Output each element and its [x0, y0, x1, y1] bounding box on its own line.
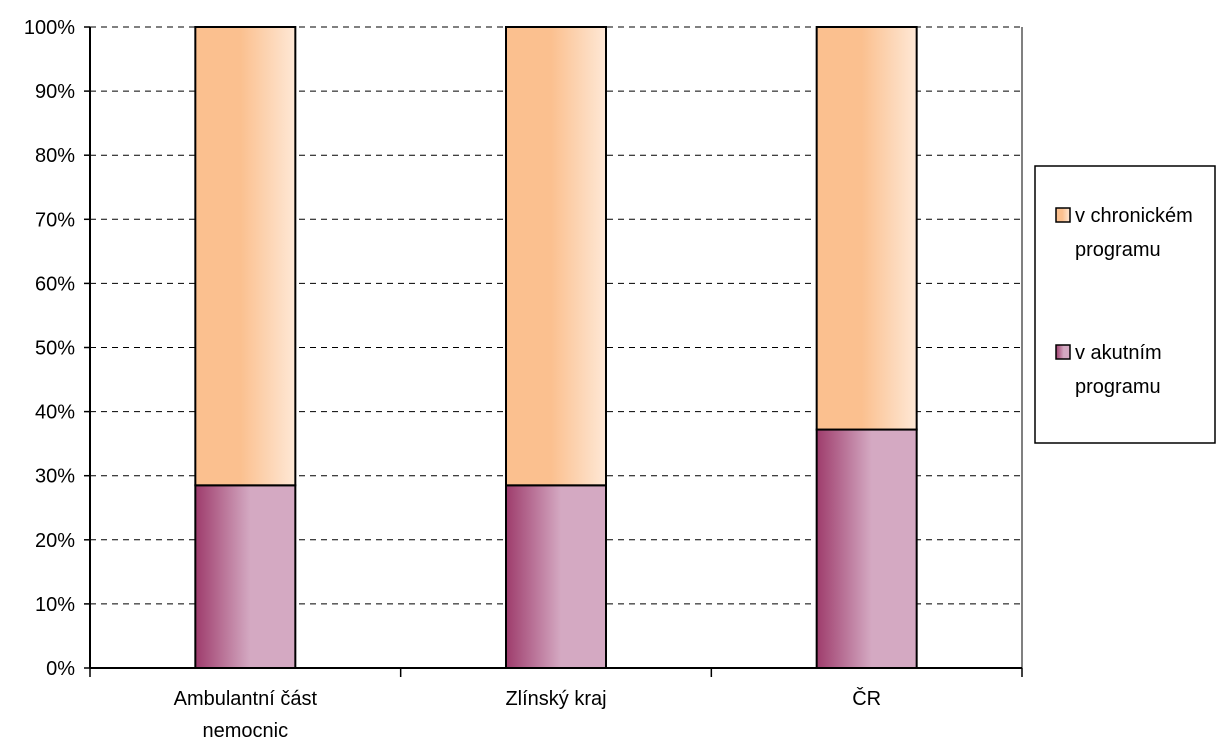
y-tick-label: 90%	[35, 81, 75, 103]
legend-label: programu	[1075, 376, 1161, 398]
y-tick-label: 80%	[35, 145, 75, 167]
y-tick-label: 10%	[35, 594, 75, 616]
legend-label: v chronickém	[1075, 205, 1193, 227]
y-tick-label: 100%	[24, 17, 75, 39]
bar-segment	[505, 484, 607, 669]
y-tick-label: 70%	[35, 209, 75, 231]
bars	[194, 26, 918, 669]
legend-label: v akutním	[1075, 342, 1162, 364]
y-tick-label: 40%	[35, 402, 75, 424]
legend: v chronickém programu v akutním programu	[1034, 165, 1216, 444]
legend-label: programu	[1075, 239, 1161, 261]
y-tick-label: 30%	[35, 466, 75, 488]
axes	[84, 26, 1023, 677]
x-category-label: ČR	[852, 687, 881, 710]
x-category-label: Zlínský kraj	[505, 688, 606, 710]
y-tick-label: 20%	[35, 530, 75, 552]
legend-swatch	[1055, 207, 1071, 223]
bar-segment	[194, 26, 297, 487]
legend-swatch	[1055, 344, 1071, 360]
x-category-label: nemocnic	[203, 720, 289, 742]
bar-segment	[815, 428, 918, 669]
bar-segment	[194, 484, 297, 669]
y-tick-label: 0%	[46, 658, 75, 680]
y-tick-label: 50%	[35, 338, 75, 360]
x-category-label: Ambulantní část	[174, 688, 318, 710]
bar-segment	[815, 26, 918, 431]
axis-labels: 0% 10% 20% 30% 40% 50% 60% 70% 80% 90% 100% Ambulan…	[24, 17, 881, 742]
bar-segment	[505, 26, 607, 487]
y-tick-label: 60%	[35, 273, 75, 295]
